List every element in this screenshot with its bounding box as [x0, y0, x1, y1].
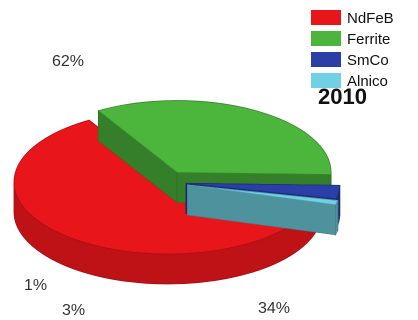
legend-item-ferrite: Ferrite: [311, 31, 390, 48]
value-label-alnico: 1%: [24, 277, 47, 294]
legend-label: Alnico: [347, 73, 388, 90]
slice-alnico: [187, 184, 339, 237]
value-label-ndfeb: 62%: [52, 53, 84, 70]
legend-item-smco: SmCo: [311, 52, 389, 69]
legend-swatch: [311, 73, 341, 88]
slice-labels: 62% 34% 3% 1%: [24, 53, 290, 319]
chart-title: 2010: [318, 84, 367, 109]
legend-item-alnico: Alnico: [311, 73, 388, 90]
value-label-ferrite: 34%: [258, 300, 290, 317]
legend-swatch: [311, 31, 341, 46]
legend-label: NdFeB: [347, 10, 394, 27]
value-label-smco: 3%: [62, 302, 85, 319]
legend-swatch: [311, 10, 341, 25]
slice-top-smco: [185, 182, 341, 200]
slice-top-alnico: [187, 184, 339, 206]
legend-item-ndfeb: NdFeB: [311, 10, 394, 27]
legend: NdFeB Ferrite SmCo Alnico: [311, 10, 394, 90]
pie-slices: [13, 100, 341, 285]
slice-top-ferrite: [97, 100, 332, 175]
legend-label: SmCo: [347, 52, 389, 69]
legend-label: Ferrite: [347, 31, 390, 48]
legend-swatch: [311, 52, 341, 67]
